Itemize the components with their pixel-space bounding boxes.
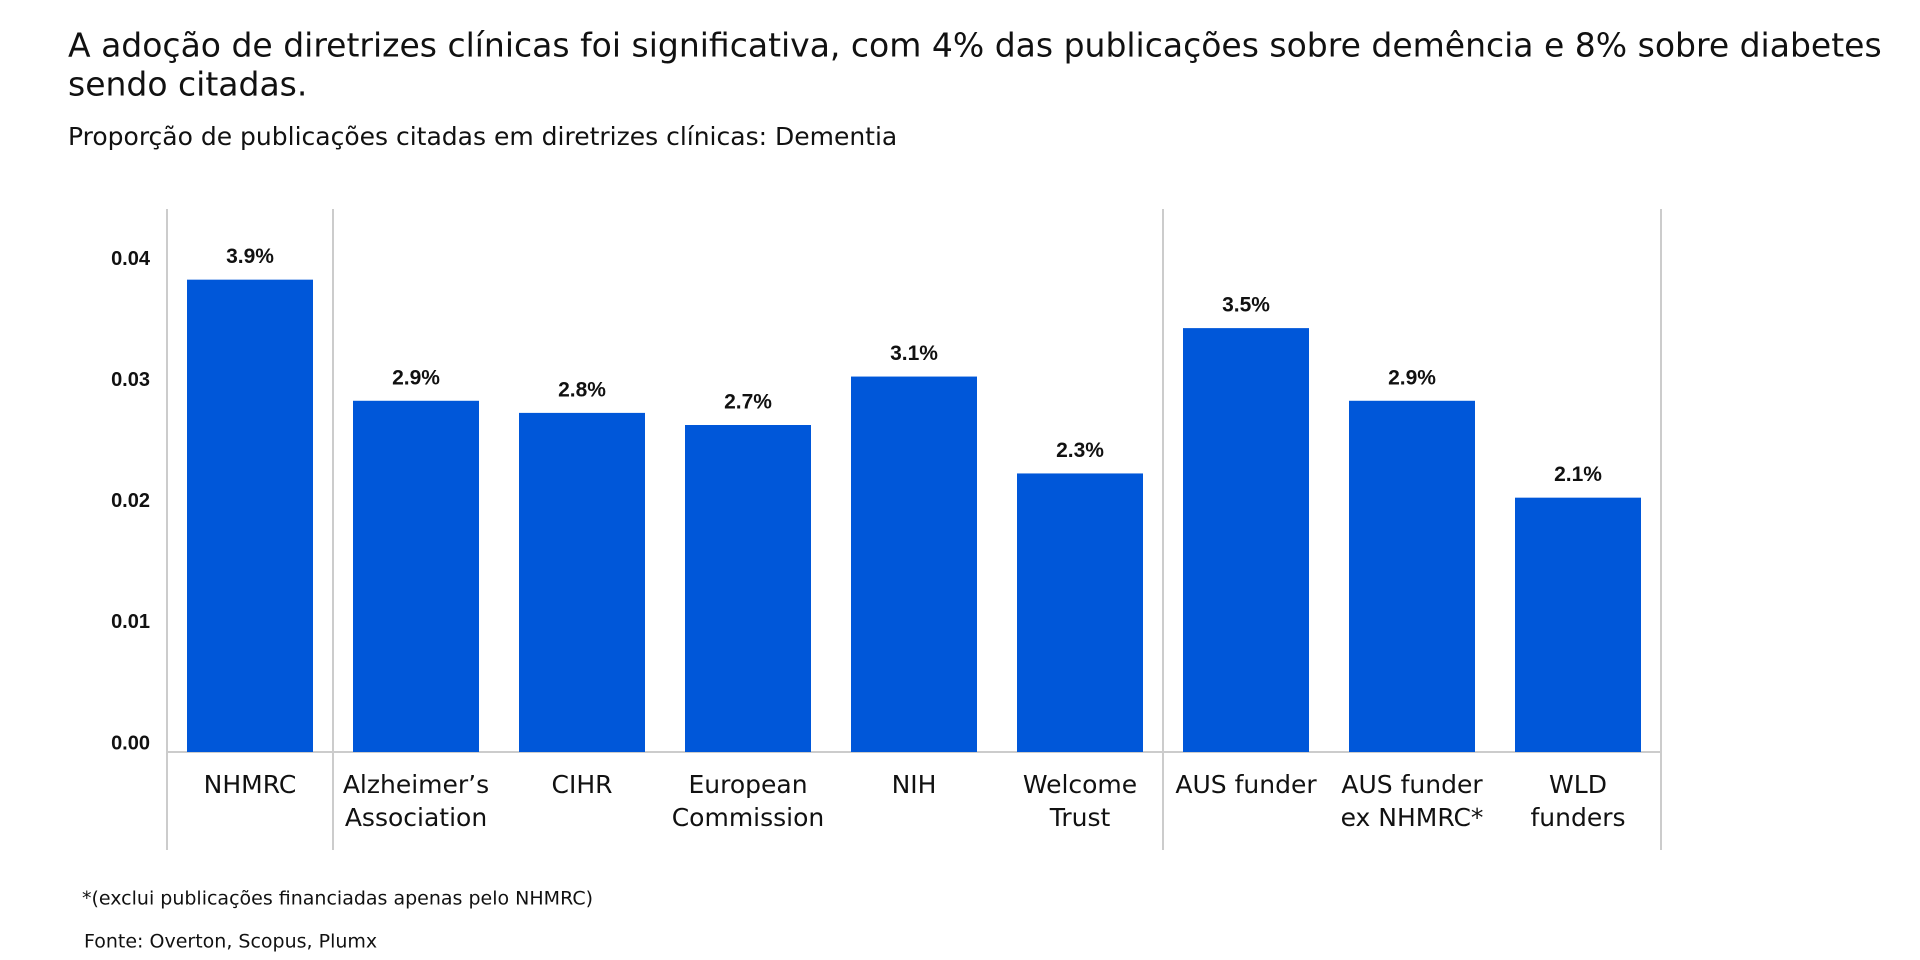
value-label: 2.9% (1388, 366, 1436, 389)
x-tick-label: Commission (672, 803, 825, 832)
bar (187, 279, 313, 752)
value-label: 2.9% (392, 366, 440, 389)
y-tick-label: 0.02 (111, 490, 150, 512)
x-tick-label: ex NHMRC* (1341, 803, 1484, 832)
x-tick-label: AUS funder (1175, 770, 1317, 799)
value-label: 3.9% (226, 245, 274, 268)
footnote: *(exclui publicações financiadas apenas … (82, 888, 593, 910)
x-tick-label: European (688, 770, 807, 799)
chart-title: sendo citadas. (68, 65, 307, 104)
bar (519, 412, 645, 752)
bar (851, 376, 977, 752)
chart-title: A adoção de diretrizes clínicas foi sign… (68, 26, 1882, 65)
chart-subtitle: Proporção de publicações citadas em dire… (68, 122, 897, 151)
x-tick-label: NIH (892, 770, 937, 799)
value-label: 2.1% (1554, 463, 1602, 486)
x-tick-label: Trust (1049, 803, 1111, 832)
bar (1183, 328, 1309, 752)
x-tick-label: NHMRC (204, 770, 297, 799)
x-tick-label: funders (1530, 803, 1625, 832)
bar (1515, 497, 1641, 752)
y-tick-label: 0.00 (111, 732, 150, 754)
bar (353, 400, 479, 752)
source: Fonte: Overton, Scopus, Plumx (84, 931, 377, 953)
x-tick-label: AUS funder (1341, 770, 1483, 799)
y-tick-label: 0.03 (111, 369, 150, 391)
x-tick-label: Welcome (1023, 770, 1137, 799)
value-label: 3.1% (890, 342, 938, 365)
bar (1017, 473, 1143, 752)
bar (685, 425, 811, 752)
x-tick-label: CIHR (552, 770, 613, 799)
value-label: 2.7% (724, 391, 772, 414)
value-label: 2.3% (1056, 439, 1104, 462)
x-tick-label: WLD (1549, 770, 1607, 799)
value-label: 2.8% (558, 378, 606, 401)
x-tick-label: Alzheimer’s (343, 770, 489, 799)
y-tick-label: 0.01 (111, 611, 150, 633)
x-tick-label: Association (345, 803, 487, 832)
value-label: 3.5% (1222, 294, 1270, 317)
y-tick-label: 0.04 (111, 248, 151, 270)
bar (1349, 400, 1475, 752)
